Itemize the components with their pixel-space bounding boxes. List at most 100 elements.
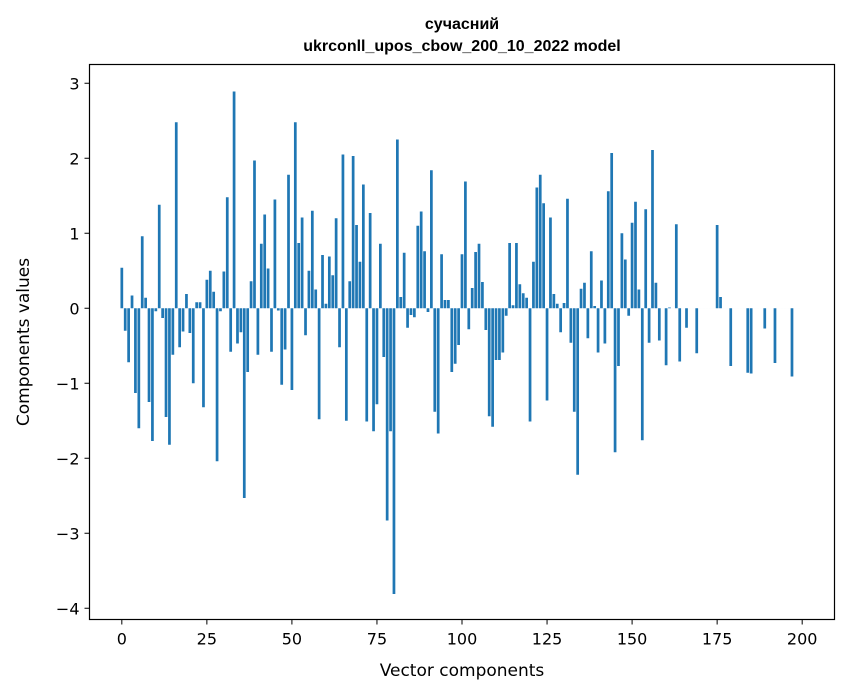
- y-tick-label: 0: [69, 299, 79, 318]
- bar-31: [225, 197, 229, 309]
- bar-142: [603, 308, 607, 344]
- y-axis-label: Components values: [14, 258, 34, 426]
- bar-157: [654, 282, 658, 309]
- bar-114: [508, 243, 511, 309]
- bar-63: [334, 218, 338, 309]
- bar-158: [657, 308, 661, 341]
- bar-148: [623, 259, 627, 309]
- bar-15: [171, 308, 175, 355]
- x-tick-label: 200: [787, 630, 818, 649]
- bar-23: [198, 302, 202, 309]
- bar-137: [586, 308, 590, 339]
- bar-33: [232, 91, 236, 309]
- bar-46: [276, 308, 280, 311]
- bar-105: [477, 243, 481, 309]
- bar-22: [195, 302, 199, 309]
- bar-26: [208, 270, 212, 309]
- bar-161: [668, 307, 671, 309]
- bar-121: [532, 261, 535, 309]
- bar-14: [168, 308, 171, 445]
- x-axis: 0 25 50 75 100 125 150 175 200: [117, 619, 818, 649]
- bar-104: [474, 252, 477, 309]
- bar-115: [511, 305, 515, 309]
- bar-122: [535, 187, 539, 309]
- bar-64: [338, 308, 341, 348]
- bar-138: [589, 251, 593, 309]
- bar-54: [304, 308, 307, 336]
- bar-197: [790, 308, 794, 377]
- bar-76: [379, 243, 382, 309]
- bar-68: [351, 156, 355, 309]
- y-tick-label: 2: [69, 149, 79, 168]
- bar-58: [317, 308, 321, 420]
- y-tick-label: 3: [69, 74, 79, 93]
- bar-74: [372, 308, 375, 432]
- bar-62: [331, 275, 335, 309]
- bar-27: [212, 291, 216, 309]
- bar-21: [191, 308, 195, 384]
- bar-57: [314, 289, 318, 309]
- bar-93: [436, 308, 440, 434]
- bar-153: [640, 308, 644, 441]
- bar-92: [433, 308, 437, 412]
- bar-12: [161, 308, 164, 318]
- bar-60: [324, 303, 328, 309]
- bar-42: [263, 214, 267, 309]
- bar-123: [538, 174, 542, 309]
- bar-127: [552, 294, 556, 309]
- bar-61: [327, 256, 331, 309]
- bar-150: [630, 222, 634, 309]
- bar-85: [409, 308, 413, 315]
- bar-13: [164, 308, 168, 417]
- bar-155: [647, 308, 651, 343]
- bar-102: [467, 308, 471, 330]
- bar-32: [229, 308, 233, 352]
- bar-147: [620, 233, 624, 309]
- bar-95: [443, 300, 447, 309]
- bar-129: [559, 308, 563, 333]
- y-axis: −4 −3 −2 −1 0 1 2 3: [56, 74, 90, 618]
- bar-40: [256, 308, 260, 355]
- x-tick-label: 150: [617, 630, 648, 649]
- bar-79: [389, 308, 392, 432]
- bar-98: [453, 308, 457, 364]
- bar-141: [600, 280, 603, 309]
- bar-176: [719, 297, 722, 309]
- bar-139: [593, 306, 597, 309]
- bar-108: [487, 308, 491, 417]
- bar-160: [664, 308, 668, 366]
- bar-80: [392, 308, 396, 594]
- bar-189: [763, 308, 767, 329]
- bar-120: [528, 308, 532, 422]
- bar-9: [151, 308, 154, 441]
- bar-55: [307, 270, 311, 309]
- bar-112: [501, 308, 505, 353]
- bar-106: [481, 282, 484, 309]
- bar-53: [300, 217, 304, 309]
- bar-29: [219, 308, 222, 312]
- bar-154: [644, 209, 648, 309]
- bar-59: [321, 255, 324, 309]
- y-tick-label: 1: [69, 224, 79, 243]
- bar-184: [746, 308, 750, 373]
- bar-110: [494, 308, 498, 360]
- bar-16: [174, 122, 178, 309]
- bar-69: [355, 225, 358, 309]
- bar-18: [181, 308, 185, 332]
- bar-70: [358, 261, 362, 309]
- bar-131: [566, 198, 569, 309]
- bar-30: [222, 271, 226, 309]
- bar-66: [344, 308, 348, 421]
- bar-37: [246, 308, 250, 372]
- bar-140: [596, 308, 600, 353]
- bar-125: [545, 308, 549, 401]
- bar-145: [613, 308, 617, 453]
- bar-51: [293, 122, 297, 309]
- bar-44: [270, 308, 273, 352]
- bar-89: [423, 251, 426, 309]
- x-tick-label: 100: [447, 630, 478, 649]
- bar-97: [450, 308, 454, 372]
- bar-47: [280, 308, 284, 385]
- plot-frame: [88, 63, 836, 621]
